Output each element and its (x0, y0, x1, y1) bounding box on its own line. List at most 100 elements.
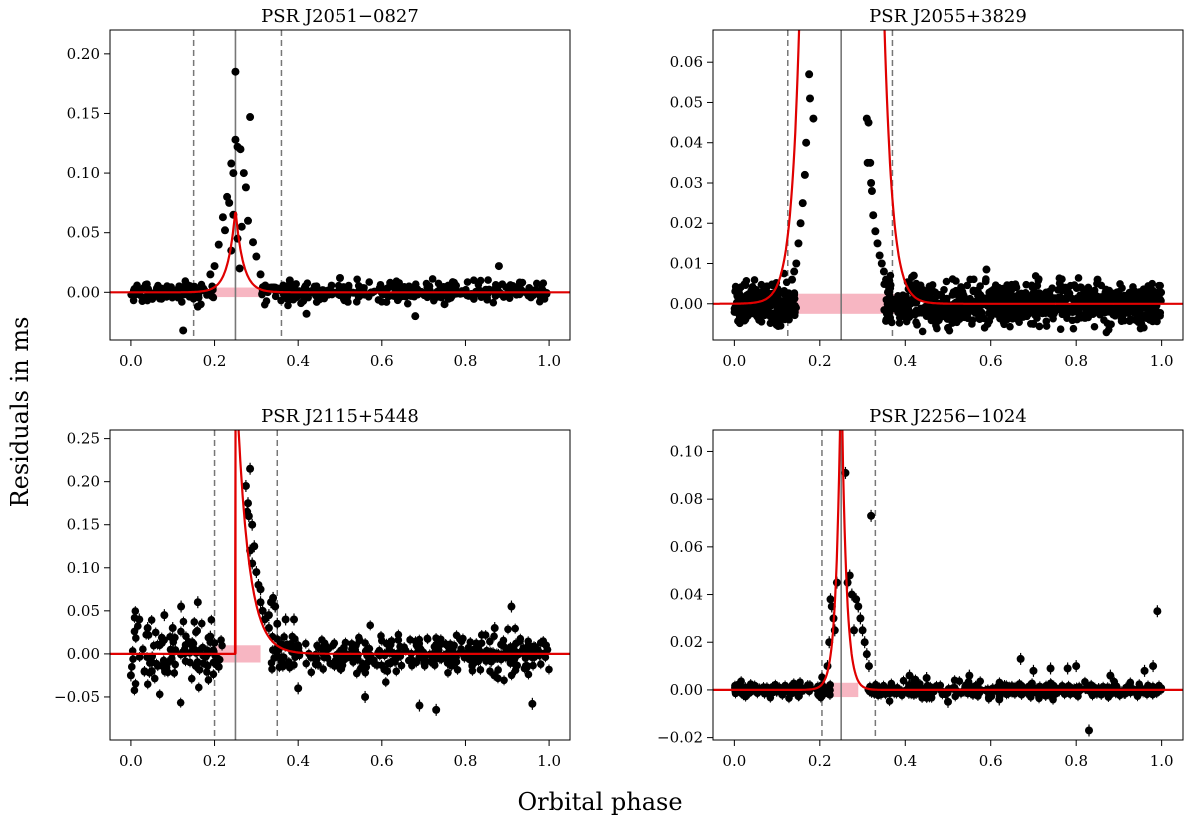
residual-point (329, 641, 337, 650)
chart-panel-1: 0.0 0.2 0.4 0.6 0.8 1.0 0.00 0.05 0.10 0.15 0.20 PS… (67, 6, 571, 370)
residual-point (191, 662, 200, 671)
residual-point (523, 663, 531, 672)
y-tick-label: 0.02 (670, 214, 703, 232)
residual-point (143, 653, 151, 661)
residual-point (1148, 309, 1157, 318)
residual-point (218, 213, 227, 222)
residual-point (1112, 295, 1121, 304)
residual-point (285, 276, 294, 285)
residual-point (1025, 295, 1033, 304)
y-tick-label: 0.04 (670, 586, 703, 604)
residual-point (214, 662, 223, 671)
residual-point (528, 653, 536, 662)
residual-point (780, 286, 789, 295)
residual-point (258, 606, 267, 615)
residual-point (528, 699, 537, 708)
residual-point (1153, 607, 1162, 616)
residual-point (1117, 317, 1126, 326)
plot-area (110, 430, 570, 740)
residual-point (1046, 308, 1055, 317)
residual-point (486, 637, 494, 646)
residual-point (1012, 282, 1020, 291)
residual-point (513, 661, 522, 670)
residual-point (302, 292, 311, 301)
residual-point (210, 262, 219, 271)
residual-point (1074, 692, 1082, 700)
residual-point (982, 265, 991, 274)
residual-point (750, 276, 759, 284)
residual-point (488, 655, 497, 664)
residual-point (339, 284, 348, 293)
residual-point (1144, 687, 1152, 695)
residual-point (521, 654, 530, 662)
residual-point (1076, 283, 1085, 291)
residual-point (942, 277, 951, 286)
residual-point (905, 681, 913, 689)
residual-point (826, 595, 835, 604)
residual-point (507, 671, 516, 680)
residual-point (203, 661, 212, 670)
residual-point (948, 317, 957, 326)
residual-point (415, 635, 424, 644)
chart-title: PSR J2051−0827 (261, 6, 419, 27)
x-tick-label: 0.2 (808, 752, 832, 770)
residual-points (731, 466, 1166, 737)
residual-point (1056, 281, 1065, 290)
residual-point (735, 312, 744, 321)
residual-point (192, 628, 200, 637)
residual-point (179, 617, 188, 626)
residual-point (301, 284, 310, 293)
residual-point (332, 657, 341, 665)
residual-point (1074, 274, 1083, 282)
residual-point (476, 653, 485, 662)
residual-point (1105, 288, 1113, 297)
residual-point (181, 657, 190, 665)
residual-point (131, 679, 140, 688)
y-tick-label: 0.08 (670, 490, 703, 508)
residual-point (148, 658, 157, 667)
residual-point (215, 655, 224, 664)
residual-point (388, 657, 396, 666)
residual-point (1005, 293, 1013, 301)
y-tick-label: 0.02 (670, 633, 703, 651)
residual-point (1024, 690, 1033, 698)
residual-point (1102, 328, 1111, 337)
residual-point (206, 270, 215, 279)
residual-point (269, 593, 278, 602)
residual-point (244, 499, 252, 508)
residual-point (1052, 304, 1061, 313)
residual-point (248, 520, 257, 529)
residual-point (490, 632, 498, 641)
residual-point (957, 309, 966, 318)
residual-point (376, 282, 385, 291)
x-tick-label: 1.0 (1150, 352, 1174, 370)
residual-point (871, 227, 880, 236)
residual-point (760, 311, 769, 320)
residual-point (307, 653, 315, 662)
residual-point (318, 636, 326, 644)
residual-point (203, 668, 211, 676)
residual-point (805, 70, 814, 79)
y-tick-label: 0.03 (670, 174, 703, 192)
residual-point (539, 639, 548, 648)
residual-point (995, 695, 1004, 704)
residual-point (373, 661, 381, 669)
residual-point (1059, 309, 1068, 318)
residual-point (271, 602, 280, 611)
residual-point (190, 618, 199, 626)
residual-point (938, 690, 947, 699)
residual-point (361, 692, 370, 701)
residual-point (1029, 666, 1038, 675)
residual-point (535, 651, 544, 660)
residual-point (469, 276, 478, 284)
residual-point (931, 314, 940, 322)
residual-point (1070, 281, 1079, 289)
residual-point (268, 665, 276, 673)
residual-point (850, 626, 858, 635)
residual-point (867, 511, 876, 520)
axes-frame (109, 429, 571, 741)
residual-point (921, 302, 930, 311)
residual-point (190, 286, 198, 295)
residual-point (423, 293, 432, 302)
